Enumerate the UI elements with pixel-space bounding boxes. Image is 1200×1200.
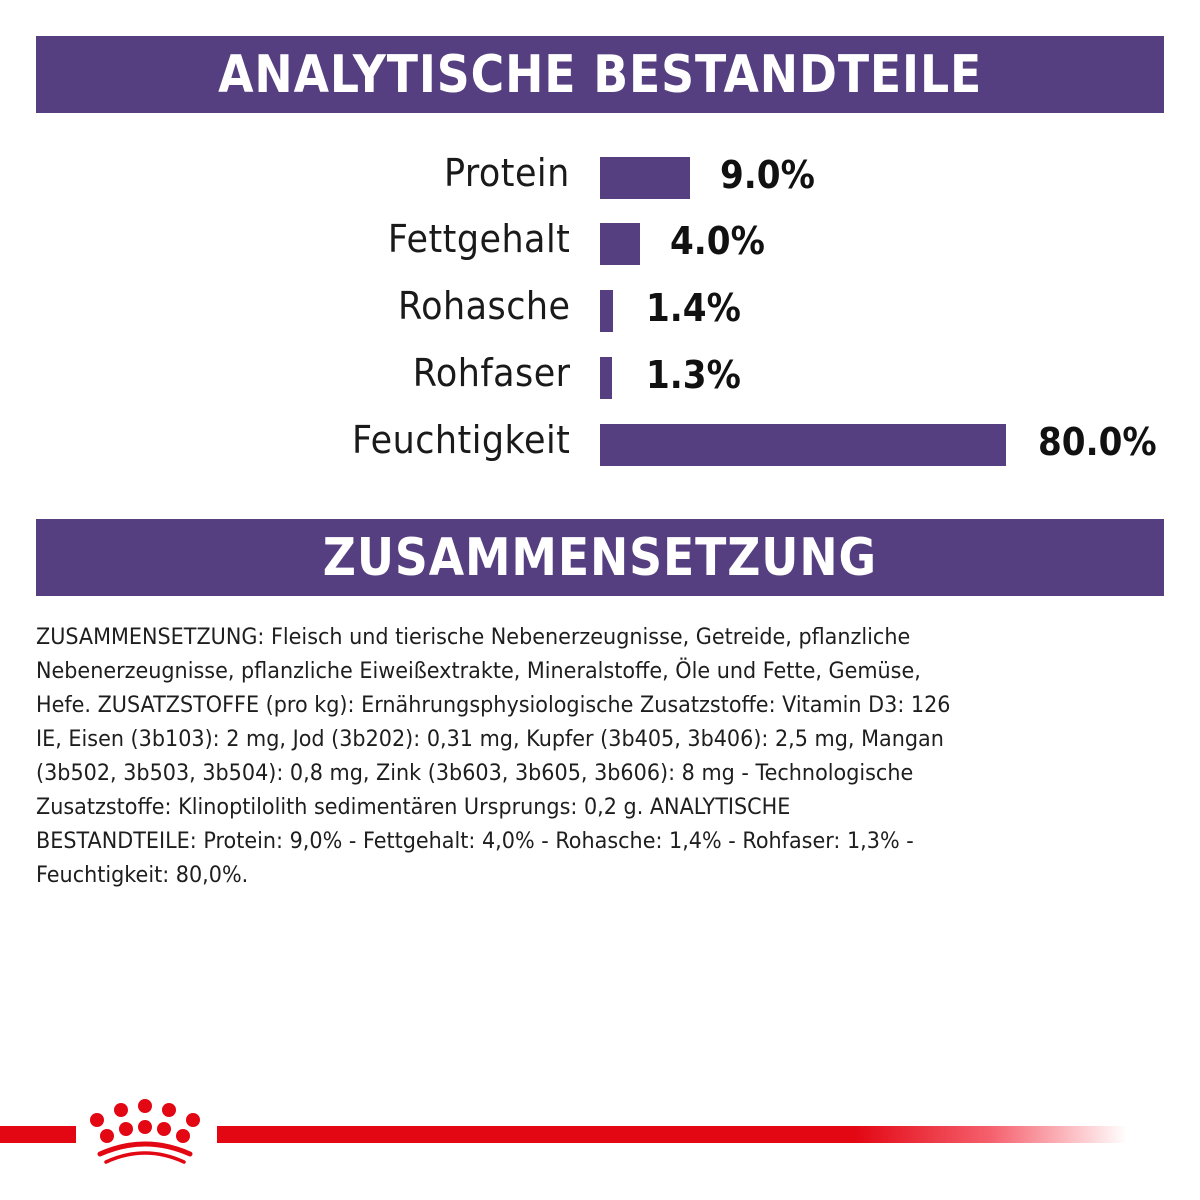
- composition-line: (3b502, 3b503, 3b504): 0,8 mg, Zink (3b6…: [36, 760, 914, 786]
- composition-header: ZUSAMMENSETZUNG: [36, 519, 1164, 596]
- composition-line: Feuchtigkeit: 80,0%.: [36, 862, 249, 888]
- composition-line: Hefe. ZUSATZSTOFFE (pro kg): Ernährungsp…: [36, 692, 951, 718]
- chart-label: Rohasche: [397, 284, 570, 328]
- composition-title: ZUSAMMENSETZUNG: [322, 527, 878, 588]
- footer-red-line-right: [217, 1126, 1127, 1143]
- chart-value: 1.3%: [646, 353, 741, 397]
- chart-bar: [600, 357, 612, 399]
- chart-value: 80.0%: [1038, 420, 1157, 464]
- chart-row-feuchtigkeit: Feuchtigkeit 80.0%: [0, 418, 1200, 466]
- chart-bar: [600, 290, 613, 332]
- chart-value: 4.0%: [670, 219, 765, 263]
- crown-icon: [90, 1099, 200, 1164]
- analytics-title: ANALYTISCHE BESTANDTEILE: [217, 44, 983, 105]
- chart-label: Protein: [444, 151, 570, 195]
- chart-row-rohfaser: Rohfaser 1.3%: [0, 351, 1200, 399]
- chart-value: 9.0%: [720, 153, 815, 197]
- composition-line: ZUSAMMENSETZUNG: Fleisch und tierische N…: [36, 624, 911, 650]
- composition-line: IE, Eisen (3b103): 2 mg, Jod (3b202): 0,…: [36, 726, 944, 752]
- chart-bar: [600, 157, 690, 199]
- chart-row-protein: Protein 9.0%: [0, 151, 1200, 199]
- composition-line: Nebenerzeugnisse, pflanzliche Eiweißextr…: [36, 658, 921, 684]
- composition-line: BESTANDTEILE: Protein: 9,0% - Fettgehalt…: [36, 828, 914, 854]
- footer-red-line-left: [0, 1126, 76, 1143]
- chart-row-fettgehalt: Fettgehalt 4.0%: [0, 217, 1200, 265]
- chart-value: 1.4%: [646, 286, 741, 330]
- chart-label: Fettgehalt: [387, 217, 570, 261]
- composition-line: Zusatzstoffe: Klinoptilolith sedimentäre…: [36, 794, 791, 820]
- chart-label: Feuchtigkeit: [351, 418, 570, 462]
- chart-label: Rohfaser: [412, 351, 570, 395]
- chart-bar: [600, 424, 1006, 466]
- chart-bar: [600, 223, 640, 265]
- composition-text: ZUSAMMENSETZUNG: Fleisch und tierische N…: [36, 620, 1166, 892]
- chart-row-rohasche: Rohasche 1.4%: [0, 284, 1200, 332]
- analytics-header: ANALYTISCHE BESTANDTEILE: [36, 36, 1164, 113]
